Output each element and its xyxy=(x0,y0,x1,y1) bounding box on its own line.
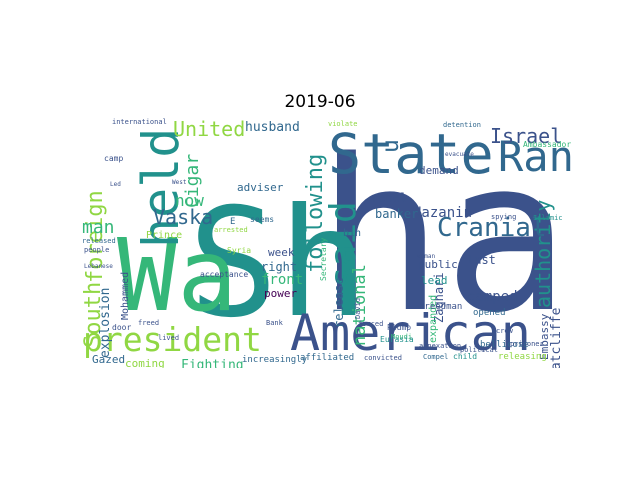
word-cranial: Cranial xyxy=(437,213,547,243)
word-explosion: explosion xyxy=(98,288,113,358)
word-rebel: rebel xyxy=(371,191,407,205)
word-lived: lived xyxy=(158,334,179,342)
word-fighting: Fighting xyxy=(181,358,244,368)
word-moudi: Moudi xyxy=(391,333,412,341)
word-arrested: arrested xyxy=(214,226,248,234)
word-lead: lead xyxy=(421,274,448,287)
word-convicted: convicted xyxy=(364,354,402,362)
word-vaska: Vaska xyxy=(153,205,213,229)
word-right: right xyxy=(261,260,297,274)
word-international: international xyxy=(112,118,167,126)
word-expanded: expanded xyxy=(428,295,439,343)
word-man: man xyxy=(82,217,115,238)
word-zaghari: Zaghari xyxy=(432,272,446,323)
word-nazanin: Nazanin xyxy=(413,205,472,221)
word-released: released xyxy=(82,237,116,245)
word-seems: seems xyxy=(250,215,274,224)
word-embassy: Embassy xyxy=(538,313,551,360)
word-releasing: releasing xyxy=(498,352,547,362)
word-adviser: adviser xyxy=(237,181,284,194)
word-islamic: Islamic xyxy=(533,214,563,222)
word-bin: bin xyxy=(343,228,361,239)
word-wa: Wa xyxy=(117,217,237,334)
word-foreign: foreign xyxy=(83,190,108,283)
word-israel: Israel xyxy=(490,124,562,148)
word-e: E xyxy=(230,217,235,227)
word-evacuate: evacuate xyxy=(445,151,474,158)
word-bank: Bank xyxy=(266,319,284,327)
word-week: week xyxy=(268,246,295,259)
word-cigar: Cigar xyxy=(182,154,203,208)
word-door: door xyxy=(112,323,131,332)
word-ratcliffe: Ratcliffe xyxy=(549,307,564,368)
word-compel: Compel xyxy=(423,353,448,361)
word-united: United xyxy=(173,118,245,141)
word-people: people xyxy=(84,246,109,254)
word-front: front xyxy=(261,272,303,288)
word-power: power xyxy=(264,287,297,300)
word-bellicose: bellicose xyxy=(480,340,529,350)
word-public: public xyxy=(418,258,458,271)
word-release: release xyxy=(332,277,346,328)
word-increasingly: increasingly xyxy=(242,355,308,365)
word-plump: Plump xyxy=(387,323,411,332)
word-sh: Sh xyxy=(188,177,369,351)
word-woman: woman xyxy=(417,253,435,260)
word-cloud: ha Sh Wa State American held Ran president said C… xyxy=(80,118,578,368)
word-banker: banker xyxy=(375,207,418,221)
word-detention: detention xyxy=(443,121,481,129)
word-husband: husband xyxy=(245,120,300,135)
word-prince: Prince xyxy=(146,230,182,241)
word-held: held xyxy=(132,128,190,248)
word-crew: crew xyxy=(496,327,514,335)
word-now: now xyxy=(175,191,204,210)
word-gazed: Gazed xyxy=(92,353,125,366)
word-south: South xyxy=(81,282,106,348)
word-acceptance: acceptance xyxy=(200,270,248,279)
word-national: national xyxy=(350,264,370,346)
word-affiliated: affiliated xyxy=(300,353,354,363)
word-authority: authority xyxy=(531,200,555,308)
word-ha: ha xyxy=(317,118,570,359)
word-last: last xyxy=(467,253,496,267)
word-said: said xyxy=(323,201,364,288)
word-ambassador: Ambassador xyxy=(523,140,571,149)
word-ran: Ran xyxy=(498,132,574,181)
word-u: u xyxy=(378,139,404,153)
word-annexation: annexation xyxy=(419,342,461,350)
word-led: Led xyxy=(110,181,121,188)
word-david: David xyxy=(354,298,362,319)
word-west: West xyxy=(172,179,187,186)
word-spying: spying xyxy=(491,213,516,221)
word-demand: demand xyxy=(419,164,459,177)
word-syria: Syria xyxy=(227,246,251,255)
word-child: child xyxy=(453,352,477,361)
chart-title: 2019-06 xyxy=(284,92,356,112)
word-political: political xyxy=(460,346,498,354)
word-eurasia: Eurasia xyxy=(380,335,414,344)
word-state: State xyxy=(328,122,494,186)
word-president: president xyxy=(83,320,262,359)
word-forced: forced xyxy=(358,320,383,328)
word-coming: coming xyxy=(125,357,165,368)
word-camp: camp xyxy=(104,154,123,163)
word-mohammed: Mohammed xyxy=(120,272,131,320)
word-secretary: Secretary xyxy=(319,237,328,281)
word-prisoner: prisoner xyxy=(510,340,544,348)
word-freed: freed xyxy=(138,319,159,327)
word-violate: violate xyxy=(328,120,358,128)
word-following: following xyxy=(303,154,328,273)
word-lebanese: Lebanese xyxy=(84,263,113,270)
word-american: American xyxy=(290,304,531,362)
word-freedman: Freedman xyxy=(419,302,462,312)
word-opened: opened xyxy=(473,308,506,318)
word-camped: camped xyxy=(467,289,518,305)
